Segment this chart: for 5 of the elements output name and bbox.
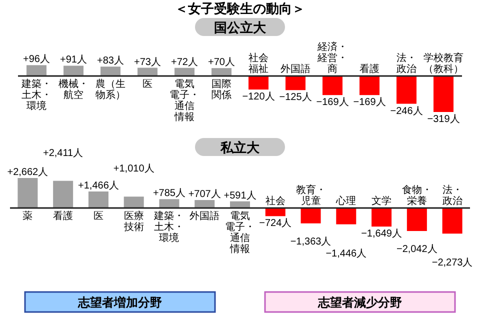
subtitle: 国公立大 <box>214 20 266 35</box>
annotation: 志望者増加分野 <box>78 296 162 310</box>
title: 私立大 <box>220 140 260 155</box>
title: ＜女子受験生の動向＞ <box>175 1 305 16</box>
annotation: 志望者減少分野 <box>318 296 402 310</box>
